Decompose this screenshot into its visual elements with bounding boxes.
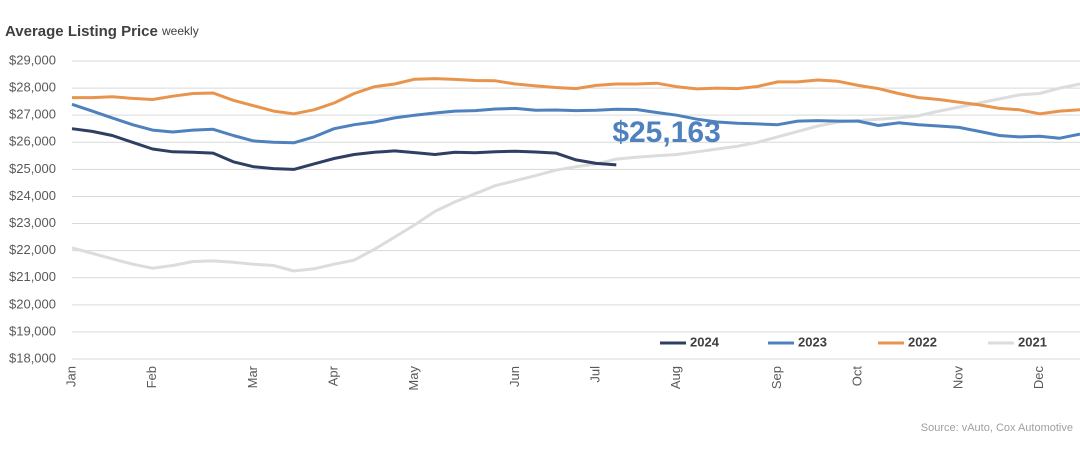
y-tick-label: $24,000 [9, 188, 56, 203]
legend-label: 2023 [798, 334, 827, 349]
y-tick-label: $25,000 [9, 161, 56, 176]
y-tick-label: $19,000 [9, 323, 56, 338]
y-tick-label: $27,000 [9, 107, 56, 122]
x-tick-label: Jan [63, 366, 78, 387]
legend-label: 2024 [690, 334, 720, 349]
x-tick-label: Nov [950, 366, 965, 390]
y-tick-label: $28,000 [9, 80, 56, 95]
x-tick-label: May [406, 366, 421, 391]
x-tick-label: Aug [668, 366, 683, 389]
x-tick-label: Jun [507, 366, 522, 387]
x-tick-label: Oct [850, 366, 865, 387]
x-tick-label: Apr [326, 365, 341, 386]
source: Source: vAuto, Cox Automotive [921, 422, 1073, 434]
series-line [72, 77, 1080, 116]
chart-title: Average Listing Price weekly [5, 23, 199, 40]
legend-label: 2021 [1018, 334, 1047, 349]
series-line [71, 127, 617, 171]
y-tick-label: $18,000 [9, 350, 56, 365]
x-tick-label: Jul [588, 366, 603, 383]
y-tick-label: $29,000 [9, 52, 56, 67]
x-tick-label: Sep [769, 366, 784, 389]
x-tick-label: Dec [1031, 366, 1046, 390]
title: Average Listing Price [5, 23, 158, 40]
y-tick-label: $20,000 [9, 296, 56, 311]
subtitle: weekly [161, 24, 199, 38]
annotation: $25,163 [612, 116, 720, 149]
x-tick-label: Feb [144, 366, 159, 388]
y-tick-label: $26,000 [9, 134, 56, 149]
y-tick-label: $22,000 [9, 242, 56, 257]
series-line [71, 102, 1080, 145]
series-line [71, 82, 1080, 273]
legend-label: 2022 [908, 334, 937, 349]
x-tick-label: Mar [245, 365, 260, 388]
y-tick-label: $21,000 [9, 269, 56, 284]
y-tick-label: $23,000 [9, 215, 56, 230]
